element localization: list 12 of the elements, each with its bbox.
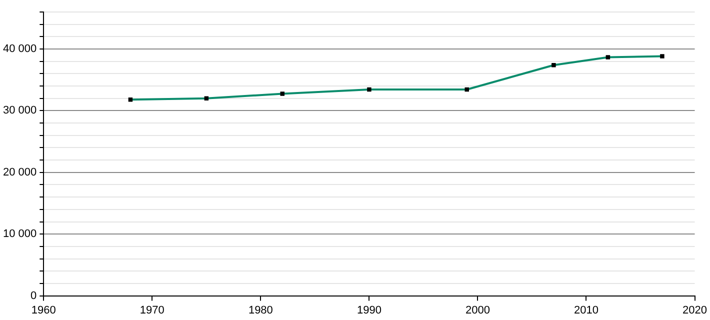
x-tick-label: 2010: [574, 304, 598, 316]
x-tick-label: 1990: [356, 304, 382, 316]
x-tick-label: 1960: [31, 304, 56, 316]
x-tick-label: 1980: [248, 304, 273, 316]
x-tick-label: 2020: [682, 304, 708, 316]
x-tick-label: 2000: [465, 304, 490, 316]
y-tick-label: 40 000: [2, 43, 37, 56]
y-tick-label: 10 000: [2, 228, 37, 240]
y-tick-label: 20 000: [2, 166, 37, 178]
x-tick-label: 1970: [140, 304, 164, 316]
y-tick-label: 0: [30, 290, 37, 302]
y-tick-label: 30 000: [2, 104, 37, 117]
